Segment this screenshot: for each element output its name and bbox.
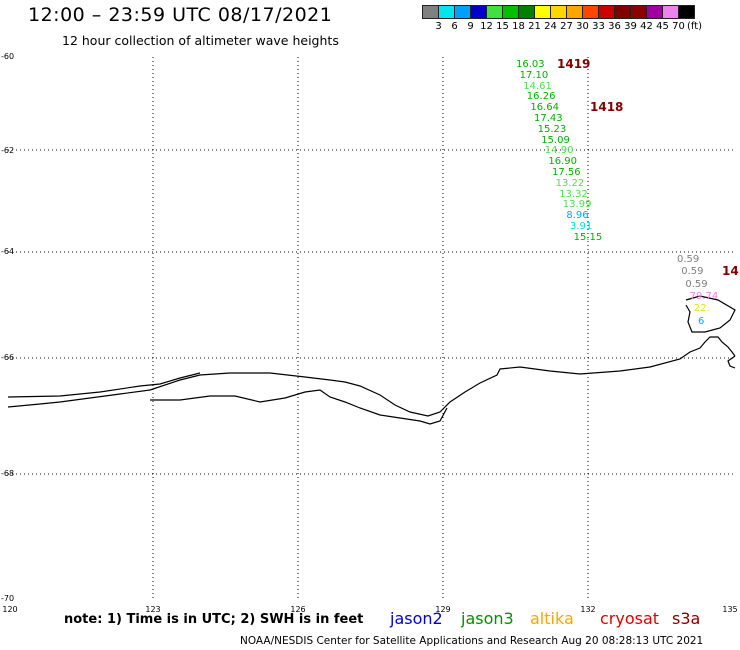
wave-height-label: 3.91 [570, 221, 593, 232]
graticule [8, 57, 735, 600]
color-scale-label: 30 [576, 21, 589, 32]
color-scale-label: 6 [451, 21, 458, 32]
color-scale-label: 45 [656, 21, 669, 32]
wave-height-label: 16.03 [516, 59, 545, 70]
wave-height-label: 0.59 [677, 254, 700, 265]
color-swatch [678, 5, 695, 19]
wave-height-label: 15.09 [541, 134, 570, 146]
map-title: 12:00 – 23:59 UTC 08/17/2021 [28, 4, 333, 26]
pass-number: 14 [722, 264, 739, 278]
color-scale-label: 42 [640, 21, 653, 32]
coastline-bay [150, 389, 448, 425]
color-scale-label: 33 [592, 21, 605, 32]
satellite-altika: altika [530, 609, 574, 628]
wave-height-label: 17.10 [519, 69, 549, 81]
color-scale [422, 5, 695, 19]
color-scale-label: 70 [672, 21, 685, 32]
wave-height-label: 13.99 [562, 199, 592, 211]
color-scale-label: 18 [512, 21, 525, 32]
map-subtitle: 12 hour collection of altimeter wave hei… [62, 33, 339, 48]
wave-height-label: 14.61 [523, 80, 552, 92]
lon-label: 132 [580, 605, 596, 614]
color-scale-label: 24 [544, 21, 557, 32]
wave-height-label: 22. [693, 303, 710, 315]
lat-label: -70 [1, 594, 15, 603]
color-scale-label: 12 [480, 21, 493, 32]
wave-height-label: 15.15 [573, 231, 603, 243]
satellite-cryosat: cryosat [600, 609, 660, 628]
wave-height-label: 15.23 [537, 123, 567, 135]
pass-number: 1418 [590, 100, 624, 114]
color-scale-label: 3 [435, 21, 442, 32]
lat-label: -60 [1, 52, 15, 61]
wave-height-label: 13.32 [559, 188, 588, 200]
wave-height-label: 0.59 [681, 266, 704, 278]
wave-height-label: 6 [698, 315, 705, 327]
wave-height-label: 13.22 [555, 177, 585, 189]
color-scale-label: 9 [467, 21, 474, 32]
wave-height-label: 17.56 [552, 167, 581, 178]
lat-label: -68 [1, 469, 15, 478]
lat-label: -66 [1, 353, 15, 362]
satellite-jason2: jason2 [390, 609, 443, 628]
color-scale-label: 15 [496, 21, 509, 32]
pass-number: 1419 [557, 57, 591, 71]
lat-label: -64 [1, 247, 15, 256]
wave-height-label: 16.26 [526, 91, 556, 103]
wave-height-label: 0.59 [685, 278, 708, 290]
lat-label: -62 [1, 146, 15, 155]
note-text: note: 1) Time is in UTC; 2) SWH is in fe… [64, 612, 364, 627]
coastline-east [727, 355, 736, 369]
lon-label: 126 [290, 605, 306, 614]
wave-height-label: 16.90 [548, 156, 578, 168]
wave-height-label: 17.43 [534, 113, 563, 124]
wave-height-label: 79.74 [689, 290, 719, 302]
coastline [7, 336, 736, 417]
color-scale-label: 27 [560, 21, 573, 32]
satellite-s3a: s3a [672, 609, 701, 628]
color-scale-label: 39 [624, 21, 637, 32]
footer-credit: NOAA/NESDIS Center for Satellite Applica… [240, 635, 704, 647]
lon-label: 123 [145, 605, 161, 614]
wave-height-label: 8.96 [566, 210, 589, 222]
coastline-inner [7, 372, 201, 398]
lon-label: 120 [2, 605, 18, 614]
color-scale-label: 21 [528, 21, 541, 32]
satellite-jason3: jason3 [461, 609, 514, 628]
wave-height-label: 14.90 [544, 145, 574, 157]
color-scale-label: 36 [608, 21, 621, 32]
coastline-island [685, 295, 736, 333]
lon-label: 135 [722, 605, 738, 614]
color-scale-label: (ft) [686, 21, 703, 32]
lon-label: 129 [435, 605, 451, 614]
wave-height-label: 16.64 [530, 102, 560, 114]
